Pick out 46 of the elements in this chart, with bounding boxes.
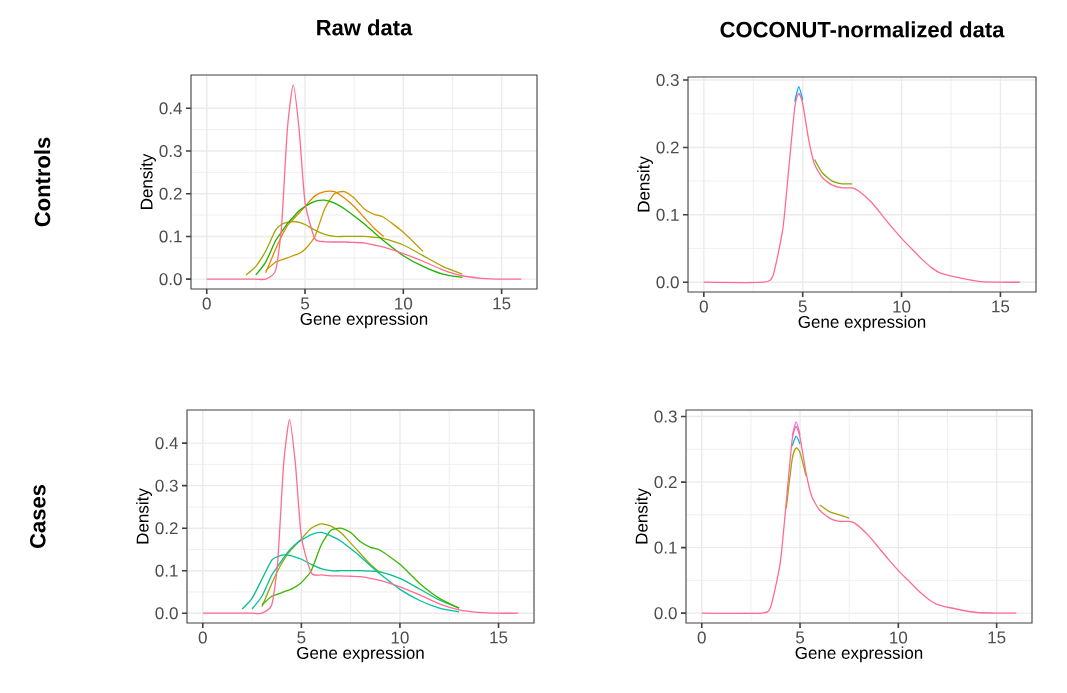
x-tick-label: 5 [798,300,807,313]
y-tick-label: 0.4 [155,437,178,450]
y-tick-label: 0.4 [159,102,182,115]
x-tick-label: 0 [699,300,708,313]
chart-title: COCONUT-normalized data [720,21,1005,38]
y-tick-label: 0.3 [656,74,679,87]
y-tick-label: 0.1 [656,208,679,221]
y-tick-label: 0.1 [159,230,182,243]
chart-title: Raw data [317,19,413,36]
x-tick-label: 5 [795,631,805,644]
x-axis-title: Gene expression [297,646,424,663]
x-tick-label: 0 [202,297,211,310]
y-tick-label: 0.3 [654,410,677,423]
x-tick-label: 0 [697,631,706,644]
text: Cases [29,484,46,548]
x-axis-title: Gene expression [795,646,923,663]
text: Controls [34,137,51,227]
x-tick-label: 15 [490,631,508,644]
y-tick-label: 0.2 [155,522,178,535]
y-tick-label: 0.0 [656,276,679,289]
x-tick-label: 15 [988,631,1006,644]
x-tick-label: 15 [493,297,511,310]
x-axis-title: Gene expression [300,312,428,329]
y-tick-label: 0.0 [155,607,178,620]
y-axis-title: Density [140,153,156,209]
y-tick-label: 0.1 [654,541,677,554]
y-axis-title: Density [136,488,152,544]
x-tick-label: 5 [297,631,306,644]
y-tick-label: 0.3 [159,145,182,158]
x-tick-label: 10 [391,631,409,644]
x-tick-label: 10 [890,631,908,644]
x-tick-label: 10 [395,297,413,310]
x-tick-label: 10 [893,300,911,313]
y-tick-label: 0.1 [155,564,178,577]
x-tick-label: 15 [992,300,1010,313]
x-tick-label: 5 [300,297,310,310]
y-tick-label: 0.2 [159,187,182,200]
y-tick-label: 0.0 [159,273,182,286]
y-axis-title: Density [635,488,651,544]
x-axis-title: Gene expression [798,315,926,332]
y-tick-label: 0.0 [654,607,677,620]
x-tick-label: 0 [198,631,207,644]
y-tick-label: 0.2 [654,476,677,489]
y-axis-title: Density [637,156,653,212]
y-tick-label: 0.3 [155,479,178,492]
y-tick-label: 0.2 [656,141,679,154]
